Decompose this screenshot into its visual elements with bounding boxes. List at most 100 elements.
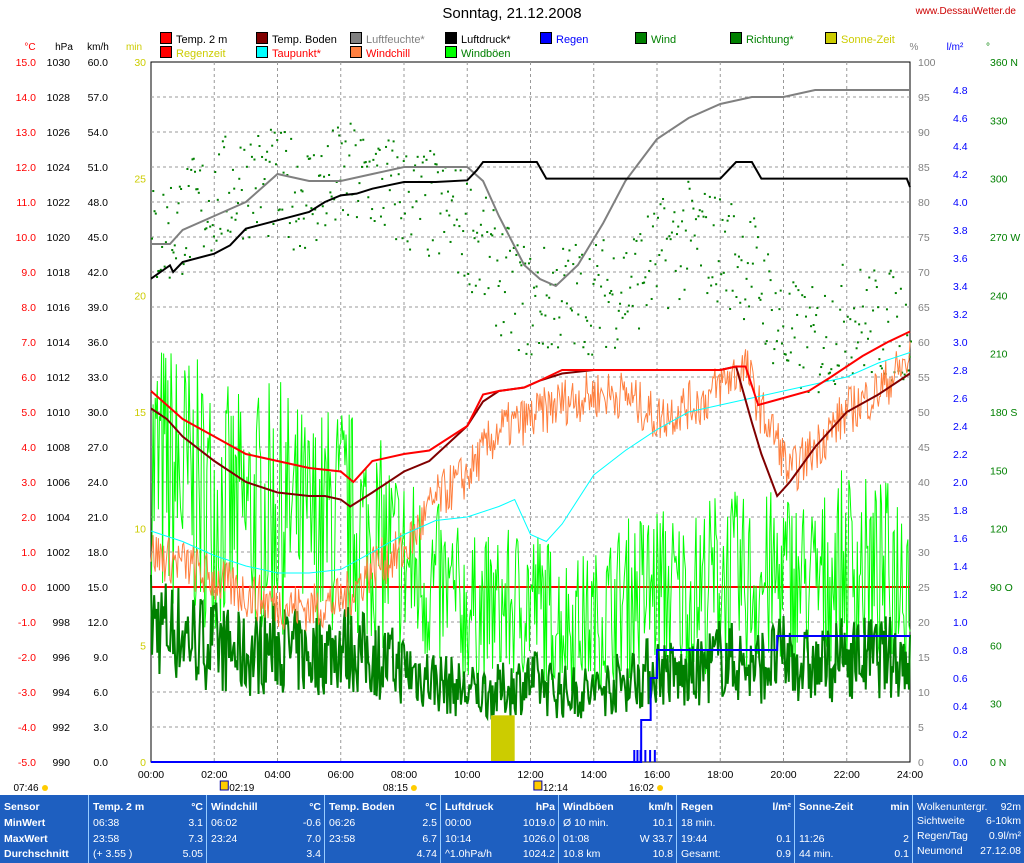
direction-dot [550, 343, 553, 346]
tick-time: 06:00 [328, 769, 354, 781]
direction-dot [404, 212, 406, 215]
tick-rain: 1.8 [953, 505, 968, 517]
min-time: 06:26 [329, 817, 356, 829]
tick-temp: -5.0 [18, 757, 36, 769]
direction-dot [176, 211, 179, 214]
direction-dot [221, 140, 224, 143]
direction-dot [281, 208, 284, 211]
direction-dot [272, 222, 275, 225]
direction-dot [731, 289, 734, 292]
extra-value: 6-10km [985, 815, 1021, 827]
direction-dot [434, 163, 437, 166]
legend-label: Windböen [461, 48, 511, 60]
direction-dot [827, 372, 830, 375]
head: Windböen [563, 801, 614, 813]
tick-wind: 0.0 [93, 757, 108, 769]
direction-dot [722, 271, 725, 274]
unit: hPa [535, 801, 555, 813]
direction-dot [679, 265, 682, 268]
tick-rain: 4.0 [953, 197, 968, 209]
tick-humidity: 100 [918, 57, 936, 69]
direction-dot [201, 164, 204, 167]
row-label-sensor: Sensor [4, 801, 40, 813]
tick-wind: 27.0 [88, 442, 109, 454]
direction-dot [858, 323, 861, 326]
tick-rain: 3.2 [953, 309, 968, 321]
direction-dot [419, 217, 422, 220]
rain-tick [653, 750, 656, 762]
direction-dot [829, 371, 832, 374]
direction-dot [252, 211, 255, 214]
direction-dot [744, 298, 747, 301]
stats-sonne: Sonne-Zeit min 11:26 2 44 min. 0.1 [794, 795, 913, 863]
unit: °C [309, 801, 321, 813]
direction-dot [382, 206, 385, 209]
direction-dot [210, 249, 213, 252]
tick-pressure: 1014 [47, 337, 71, 349]
site-url[interactable]: www.DessauWetter.de [915, 6, 1016, 17]
tick-wind: 15.0 [88, 582, 109, 594]
tick-wind: 30.0 [88, 407, 109, 419]
direction-dot [243, 148, 246, 151]
tick-humidity: 45 [918, 442, 930, 454]
tick-rain: 2.8 [953, 365, 968, 377]
direction-dot [592, 282, 595, 285]
direction-dot [812, 324, 815, 327]
direction-dot [180, 188, 183, 191]
head: Luftdruck [445, 801, 494, 813]
direction-dot [326, 145, 329, 148]
direction-dot [342, 209, 345, 212]
legend-item: Wind [635, 32, 676, 46]
direction-dot [396, 156, 399, 159]
legend-item: Luftfeuchte* [350, 32, 425, 46]
direction-dot [476, 231, 479, 234]
min-time: 00:00 [445, 817, 472, 829]
direction-dot [205, 227, 208, 230]
direction-dot [368, 160, 371, 163]
direction-dot [727, 215, 730, 218]
max-time: 23:24 [211, 833, 238, 845]
direction-dot [426, 248, 429, 251]
direction-dot [602, 239, 605, 242]
direction-dot [670, 231, 673, 234]
direction-dot [212, 235, 215, 238]
direction-dot [643, 281, 646, 284]
direction-dot [718, 198, 721, 201]
direction-dot [759, 298, 762, 301]
direction-dot [560, 300, 563, 303]
tick-direction: 180 S [990, 407, 1017, 419]
direction-dot [632, 238, 635, 241]
avg-note: Gesamt: [681, 848, 721, 860]
tick-sun: 20 [134, 290, 146, 302]
direction-dot [877, 306, 880, 309]
tick-humidity: 5 [918, 722, 924, 734]
direction-dot [772, 362, 775, 365]
direction-dot [372, 158, 375, 161]
direction-dot [359, 139, 362, 142]
legend-swatch [256, 46, 268, 58]
legend-item: Sonne-Zeit [825, 32, 895, 46]
rain-tick [639, 750, 642, 762]
tick-rain: 1.6 [953, 533, 968, 545]
marker-sunset: 16:02 [629, 783, 654, 794]
direction-dot [514, 312, 517, 315]
direction-dot [353, 129, 356, 132]
direction-dot [503, 291, 506, 294]
direction-dot [169, 186, 172, 189]
direction-dot [908, 355, 911, 358]
legend-label: Luftfeuchte* [366, 34, 425, 46]
direction-dot [810, 325, 813, 328]
direction-dot [717, 260, 720, 263]
direction-dot [758, 296, 761, 299]
tick-wind: 33.0 [88, 372, 109, 384]
tick-humidity: 35 [918, 512, 930, 524]
direction-dot [264, 158, 267, 161]
direction-dot [570, 309, 573, 312]
direction-dot [420, 175, 423, 178]
direction-dot [183, 253, 186, 256]
legend-label: Regen [556, 34, 589, 46]
tick-rain: 1.2 [953, 589, 968, 601]
direction-dot [334, 218, 337, 221]
direction-dot [526, 343, 529, 346]
series-luftfeuchte [151, 89, 910, 288]
